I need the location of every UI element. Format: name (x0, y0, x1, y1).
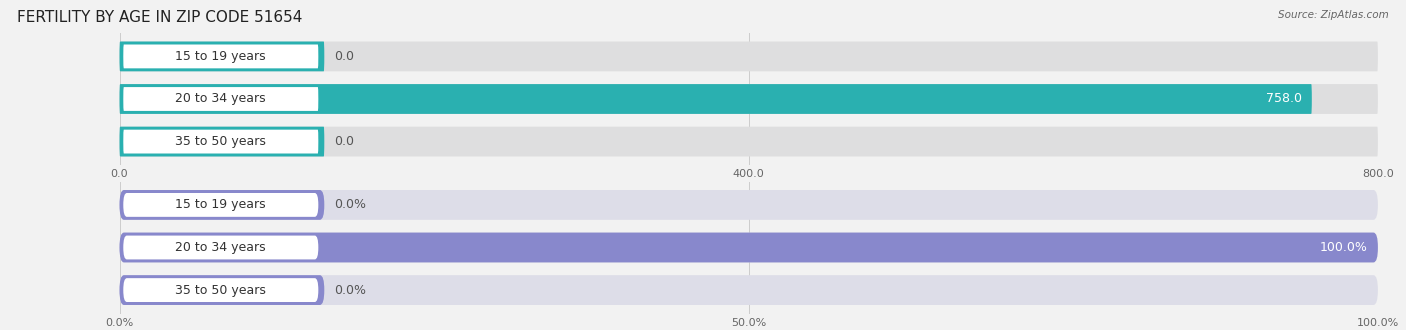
Text: 20 to 34 years: 20 to 34 years (176, 241, 266, 254)
FancyBboxPatch shape (120, 190, 1378, 220)
FancyBboxPatch shape (120, 84, 1312, 114)
FancyBboxPatch shape (124, 45, 318, 68)
Text: 0.0: 0.0 (335, 135, 354, 148)
FancyBboxPatch shape (124, 87, 318, 111)
FancyBboxPatch shape (124, 278, 318, 302)
FancyBboxPatch shape (120, 84, 1378, 114)
FancyBboxPatch shape (120, 233, 1378, 262)
Text: 35 to 50 years: 35 to 50 years (176, 135, 266, 148)
Text: 100.0%: 100.0% (1320, 241, 1368, 254)
Text: 15 to 19 years: 15 to 19 years (176, 50, 266, 63)
Text: 758.0: 758.0 (1265, 92, 1302, 106)
FancyBboxPatch shape (120, 190, 325, 220)
FancyBboxPatch shape (124, 193, 318, 217)
Text: 20 to 34 years: 20 to 34 years (176, 92, 266, 106)
FancyBboxPatch shape (120, 42, 1378, 71)
Text: 0.0%: 0.0% (335, 283, 367, 297)
Text: FERTILITY BY AGE IN ZIP CODE 51654: FERTILITY BY AGE IN ZIP CODE 51654 (17, 10, 302, 25)
Text: 0.0%: 0.0% (335, 198, 367, 212)
FancyBboxPatch shape (120, 42, 325, 71)
FancyBboxPatch shape (120, 233, 1378, 262)
FancyBboxPatch shape (120, 127, 325, 156)
Text: Source: ZipAtlas.com: Source: ZipAtlas.com (1278, 10, 1389, 20)
Text: 0.0: 0.0 (335, 50, 354, 63)
FancyBboxPatch shape (124, 130, 318, 153)
FancyBboxPatch shape (120, 275, 1378, 305)
Text: 15 to 19 years: 15 to 19 years (176, 198, 266, 212)
FancyBboxPatch shape (124, 236, 318, 259)
FancyBboxPatch shape (120, 127, 1378, 156)
Text: 35 to 50 years: 35 to 50 years (176, 283, 266, 297)
FancyBboxPatch shape (120, 275, 325, 305)
